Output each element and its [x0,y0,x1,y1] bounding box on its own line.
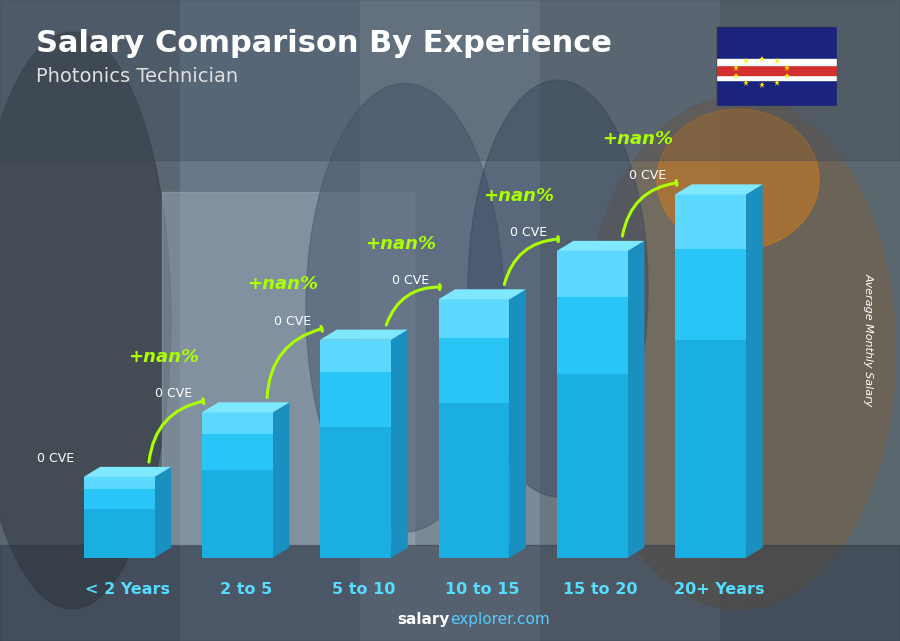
Text: explorer.com: explorer.com [450,612,550,627]
Text: 5 to 10: 5 to 10 [332,582,396,597]
Bar [716,60,837,65]
Text: 20+ Years: 20+ Years [674,582,764,597]
Bar [202,412,273,434]
Text: < 2 Years: < 2 Years [85,582,170,597]
Text: +nan%: +nan% [129,348,200,366]
Text: Average Monthly Salary: Average Monthly Salary [863,273,874,406]
Bar [320,427,392,558]
Ellipse shape [657,109,819,250]
Bar [0,0,900,160]
Text: 0 CVE: 0 CVE [156,387,193,400]
Text: 0 CVE: 0 CVE [37,452,74,465]
Bar [180,0,360,641]
Text: 15 to 20: 15 to 20 [563,582,638,597]
Text: 2 to 5: 2 to 5 [220,582,272,597]
Bar [540,0,720,641]
Polygon shape [509,289,526,558]
Bar [162,192,414,545]
Polygon shape [155,467,171,558]
Bar [675,340,746,558]
Text: +nan%: +nan% [483,187,554,204]
Polygon shape [273,403,290,558]
Text: +nan%: +nan% [602,130,673,148]
Text: 10 to 15: 10 to 15 [445,582,519,597]
Bar [84,509,155,558]
Bar [0,0,180,641]
Bar [716,75,837,80]
Ellipse shape [0,32,171,609]
Ellipse shape [306,83,504,532]
Bar [675,249,746,340]
Ellipse shape [580,96,896,609]
Bar [557,251,628,297]
Bar [360,0,540,641]
Polygon shape [202,403,290,412]
Text: 0 CVE: 0 CVE [628,169,666,182]
Ellipse shape [468,80,648,497]
Text: salary: salary [398,612,450,627]
Bar [438,338,509,403]
Bar [202,434,273,470]
Text: +nan%: +nan% [365,235,436,253]
Text: 0 CVE: 0 CVE [274,315,310,328]
Polygon shape [675,185,762,194]
Text: Photonics Technician: Photonics Technician [36,67,238,87]
Text: Salary Comparison By Experience: Salary Comparison By Experience [36,29,612,58]
Bar [0,545,900,641]
Bar [84,489,155,509]
Bar [557,374,628,558]
Bar [320,340,392,372]
Bar [438,403,509,558]
Polygon shape [746,185,762,558]
Bar [320,372,392,427]
Text: 0 CVE: 0 CVE [510,226,547,239]
Bar [84,477,155,489]
Polygon shape [557,241,644,251]
Bar [720,0,900,641]
Bar [557,297,628,374]
Bar [438,299,509,338]
Polygon shape [84,467,171,477]
Bar [202,470,273,558]
Polygon shape [392,329,408,558]
Text: 0 CVE: 0 CVE [392,274,429,287]
Polygon shape [628,241,644,558]
Bar [675,194,746,249]
Polygon shape [438,289,526,299]
Bar [716,65,837,75]
Polygon shape [320,329,408,340]
Text: +nan%: +nan% [247,276,318,294]
